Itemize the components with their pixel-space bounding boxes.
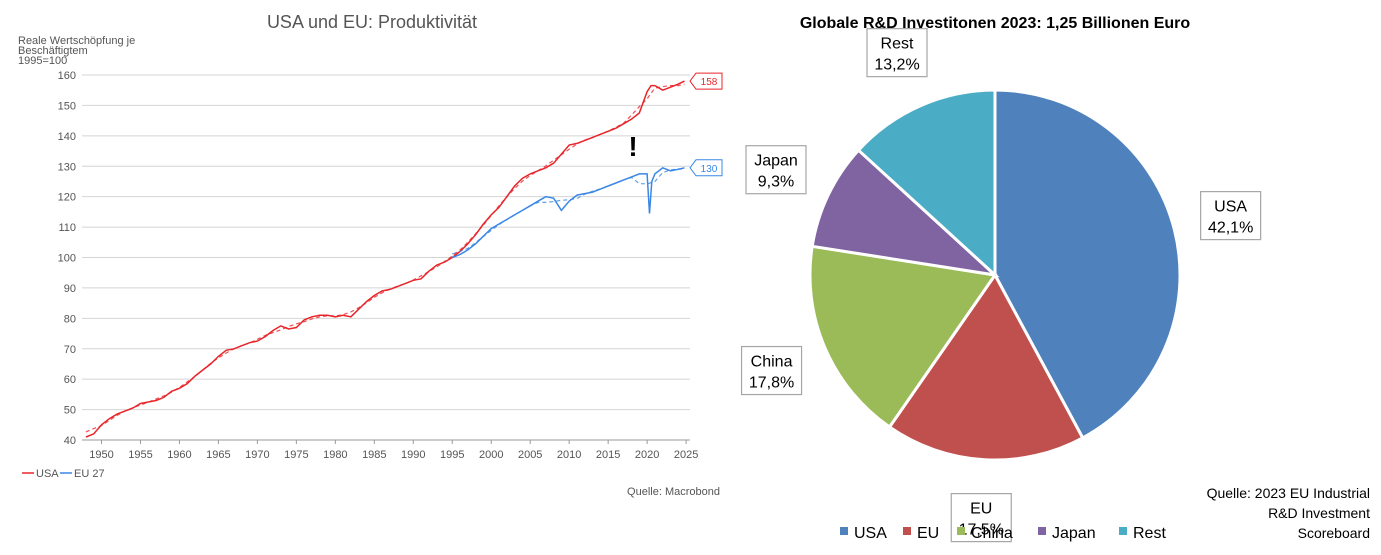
pie-slice-rest: [856, 88, 997, 279]
y-tick-label: 40: [64, 435, 76, 447]
legend-rest-swatch: [1119, 527, 1127, 535]
pie-slice-usa: [993, 88, 1182, 440]
y-tick-label: 160: [58, 70, 76, 82]
legend-china-swatch: [957, 527, 965, 535]
y-axis-label-line-1: Reale Wertschöpfung je: [18, 35, 135, 47]
y-axis-label-line-2: Beschäftigtem: [18, 45, 88, 57]
x-tick-label: 1950: [89, 449, 113, 461]
exclamation-annotation: !: [628, 131, 637, 162]
y-tick-label: 60: [64, 374, 76, 386]
y-tick-label: 130: [58, 161, 76, 173]
pie-callouts: USA42,1%EU17,5%China17,8%Japan9,3%Rest13…: [740, 28, 1262, 543]
pie-chart-title: Globale R&D Investitonen 2023: 1,25 Bill…: [800, 15, 1191, 32]
rd-investment-pie-chart: Globale R&D Investitonen 2023: 1,25 Bill…: [740, 0, 1381, 555]
x-tick-label: 1975: [284, 449, 308, 461]
callout-rest-box: [866, 28, 928, 78]
x-tick-label: 2015: [596, 449, 620, 461]
series-eu-27-line: [452, 166, 685, 259]
x-tick-label: 1960: [167, 449, 191, 461]
pie-slice-china: [808, 244, 998, 430]
y-tick-label: 100: [58, 253, 76, 265]
x-tick-label: 1970: [245, 449, 269, 461]
pie-source-line-3: Scoreboard: [1298, 525, 1370, 541]
line-chart-end-labels: 158 130: [689, 72, 723, 177]
legend-usa-swatch: [840, 527, 848, 535]
y-axis-label-line-3: 1995=100: [18, 55, 67, 67]
line-chart-source: Quelle: Macrobond: [627, 486, 720, 498]
pie-source-line-1: Quelle: 2023 EU Industrial: [1207, 485, 1370, 501]
y-tick-label: 140: [58, 131, 76, 143]
line-chart-grid: [82, 74, 690, 444]
line-chart-legend: USA EU 27: [22, 468, 105, 480]
legend-rest-label: Rest: [1133, 525, 1166, 542]
line-chart-svg: USA und EU: Produktivität Reale Wertschö…: [18, 12, 723, 498]
pie-legend: USA EU China Japan Rest: [840, 525, 1166, 542]
callout-rest-value: 13,2%: [874, 57, 919, 74]
x-tick-label: 1965: [206, 449, 230, 461]
callout-china-box: [740, 345, 803, 396]
x-tick-label: 1990: [401, 449, 425, 461]
y-tick-label: 80: [64, 313, 76, 325]
end-label-eu-27-box: [689, 159, 723, 177]
line-chart-series: [85, 80, 685, 438]
line-chart-title: USA und EU: Produktivität: [267, 12, 477, 32]
callout-japan-name: Japan: [754, 153, 798, 170]
y-tick-label: 50: [64, 405, 76, 417]
legend-china-label: China: [971, 525, 1013, 542]
x-tick-label: 2025: [674, 449, 698, 461]
callout-japan-value: 9,3%: [758, 174, 794, 191]
line-chart-x-ticks: 1950 1955 1960 1965 1970 1975 1980 1985 1990 1995…: [89, 449, 698, 461]
line-chart-y-ticks: 40 50 60 70 80 90 100 110 120 130 140 150 160: [58, 70, 76, 447]
x-tick-label: 1985: [362, 449, 386, 461]
x-tick-label: 1995: [440, 449, 464, 461]
callout-eu-value: 17,5%: [959, 522, 1004, 539]
x-tick-label: 1955: [128, 449, 152, 461]
y-tick-label: 150: [58, 100, 76, 112]
end-label-usa-box: [689, 72, 723, 90]
pie-slice-japan: [810, 148, 1000, 278]
productivity-line-chart: USA und EU: Produktivität Reale Wertschö…: [18, 12, 723, 498]
pie-source-line-2: R&D Investment: [1268, 505, 1370, 521]
y-tick-label: 70: [64, 344, 76, 356]
y-tick-label: 120: [58, 192, 76, 204]
pie-chart-svg: Globale R&D Investitonen 2023: 1,25 Bill…: [740, 15, 1370, 543]
y-tick-label: 90: [64, 283, 76, 295]
callout-china-name: China: [751, 354, 793, 371]
x-tick-label: 1980: [323, 449, 347, 461]
callout-usa-box: [1200, 191, 1262, 241]
x-tick-label: 2005: [518, 449, 542, 461]
callout-usa-value: 42,1%: [1208, 220, 1253, 237]
end-label-usa: 158: [701, 77, 718, 88]
x-tick-label: 2000: [479, 449, 503, 461]
legend-eu-label: EU 27: [74, 468, 105, 480]
callout-china-value: 17,8%: [749, 375, 794, 392]
callout-eu-name: EU: [970, 501, 992, 518]
legend-japan-label: Japan: [1052, 525, 1096, 542]
callout-rest-name: Rest: [881, 36, 914, 53]
x-tick-label: 2010: [557, 449, 581, 461]
pie-slice-eu: [887, 272, 1085, 462]
legend-usa-label: USA: [854, 525, 887, 542]
legend-eu-swatch: [903, 527, 911, 535]
y-tick-label: 110: [58, 222, 76, 234]
legend-usa-label: USA: [36, 468, 59, 480]
pie-slices: [808, 88, 1182, 462]
end-label-eu-27: 130: [701, 164, 718, 175]
callout-usa-name: USA: [1214, 199, 1247, 216]
legend-japan-swatch: [1038, 527, 1046, 535]
x-tick-label: 2020: [635, 449, 659, 461]
series-usa-line: [85, 80, 685, 438]
legend-eu-label: EU: [917, 525, 939, 542]
callout-japan-box: [745, 145, 807, 195]
